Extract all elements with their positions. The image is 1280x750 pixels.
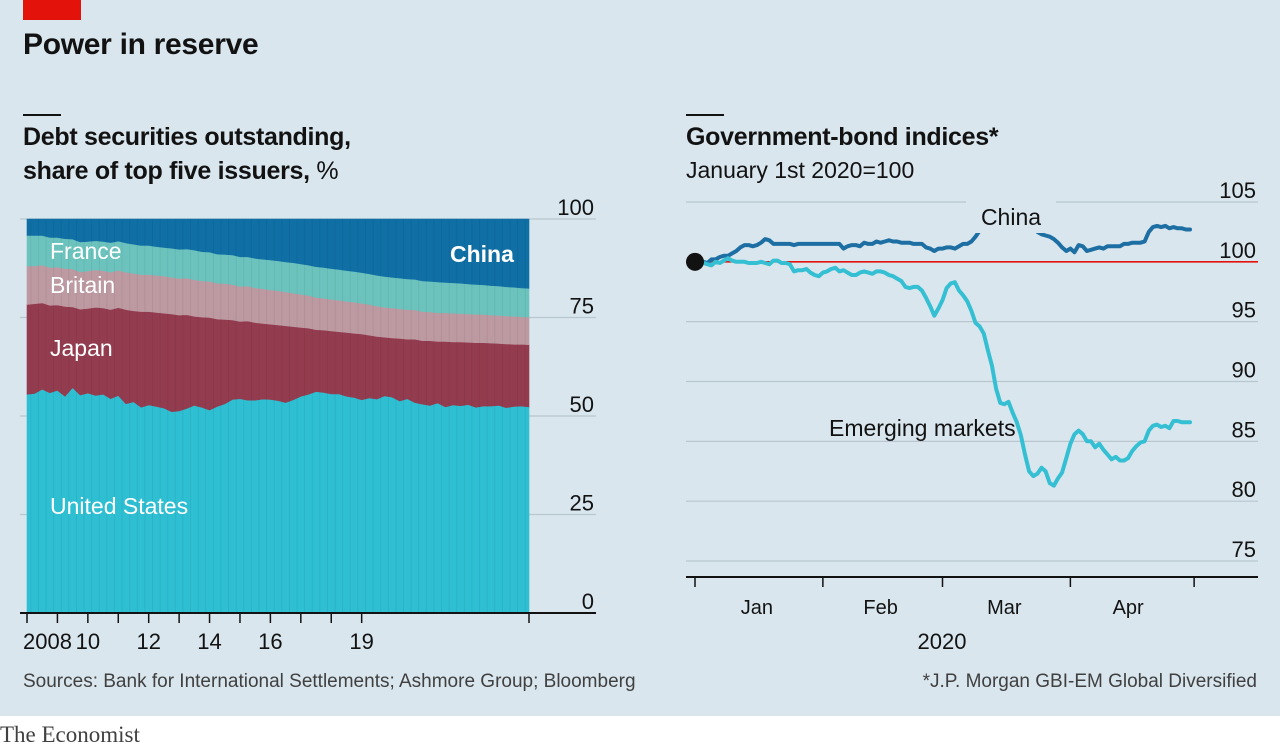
y-tick-label: 80 <box>1232 477 1256 502</box>
y-tick-label: 95 <box>1232 298 1256 323</box>
y-tick-label: 90 <box>1232 358 1256 383</box>
x-tick-label: Mar <box>987 597 1022 619</box>
y-tick-label: 100 <box>1219 238 1256 263</box>
right-panel-title: Government-bond indices* <box>686 123 999 151</box>
line-china-line <box>693 219 1192 265</box>
economist-wordmark: The Economist <box>0 722 140 747</box>
series-label-china: China <box>450 241 514 267</box>
start-marker <box>686 252 704 271</box>
y-tick-label: 75 <box>570 294 594 319</box>
left-panel-title-line1: Debt securities outstanding, <box>23 123 351 151</box>
y-tick-label: 100 <box>557 195 594 220</box>
right-panel-subtitle: January 1st 2020=100 <box>686 157 915 183</box>
left-panel-title-text: share of top five issuers, <box>23 157 310 185</box>
x-tick-label: 19 <box>349 629 373 654</box>
series-label-britain: Britain <box>50 272 115 298</box>
chart-canvas: Power in reserve Debt securities outstan… <box>0 0 1280 716</box>
y-tick-label: 75 <box>1232 537 1256 562</box>
right-title-rule <box>686 114 724 116</box>
footnote: *J.P. Morgan GBI-EM Global Diversified <box>922 671 1257 692</box>
area-china <box>26 218 530 289</box>
left-panel-unit: % <box>316 157 339 185</box>
y-tick-label: 50 <box>570 392 594 417</box>
series-label-china: China <box>981 204 1041 230</box>
series-label-united-states: United States <box>50 493 188 519</box>
series-label-france: France <box>50 238 122 264</box>
left-title-rule <box>23 114 61 116</box>
x-tick-label: 14 <box>197 629 221 654</box>
x-tick-label: Jan <box>741 597 773 619</box>
x-tick-label: 16 <box>258 629 282 654</box>
x-tick-label: Feb <box>863 597 897 619</box>
y-tick-label: 85 <box>1232 417 1256 442</box>
series-label-japan: Japan <box>50 335 113 361</box>
red-brand-tag <box>23 0 81 20</box>
x-tick-label: Apr <box>1113 597 1144 619</box>
line-em-line <box>693 256 1192 488</box>
bond-index-line-chart: 75 80 85 90 95 100 105 China Emerging markets Jan… <box>686 178 1258 654</box>
left-panel-title-line2: share of top five issuers, % <box>23 154 339 188</box>
x-tick-label: 10 <box>76 629 100 654</box>
series-label-emerging-markets: Emerging markets <box>829 415 1016 441</box>
y-tick-label: 105 <box>1219 178 1256 203</box>
y-tick-label: 25 <box>570 491 594 516</box>
x-tick-label: 2008 <box>23 629 72 654</box>
series-label-china-bg <box>966 199 1056 233</box>
main-title: Power in reserve <box>23 28 259 61</box>
y-tick-label: 0 <box>582 589 594 614</box>
debt-share-area-chart: 0 25 50 75 100 France Britain Japan United State… <box>20 195 596 654</box>
source-note: Sources: Bank for International Settleme… <box>23 671 636 692</box>
x-tick-label: 12 <box>136 629 160 654</box>
x-axis-title: 2020 <box>918 629 967 654</box>
